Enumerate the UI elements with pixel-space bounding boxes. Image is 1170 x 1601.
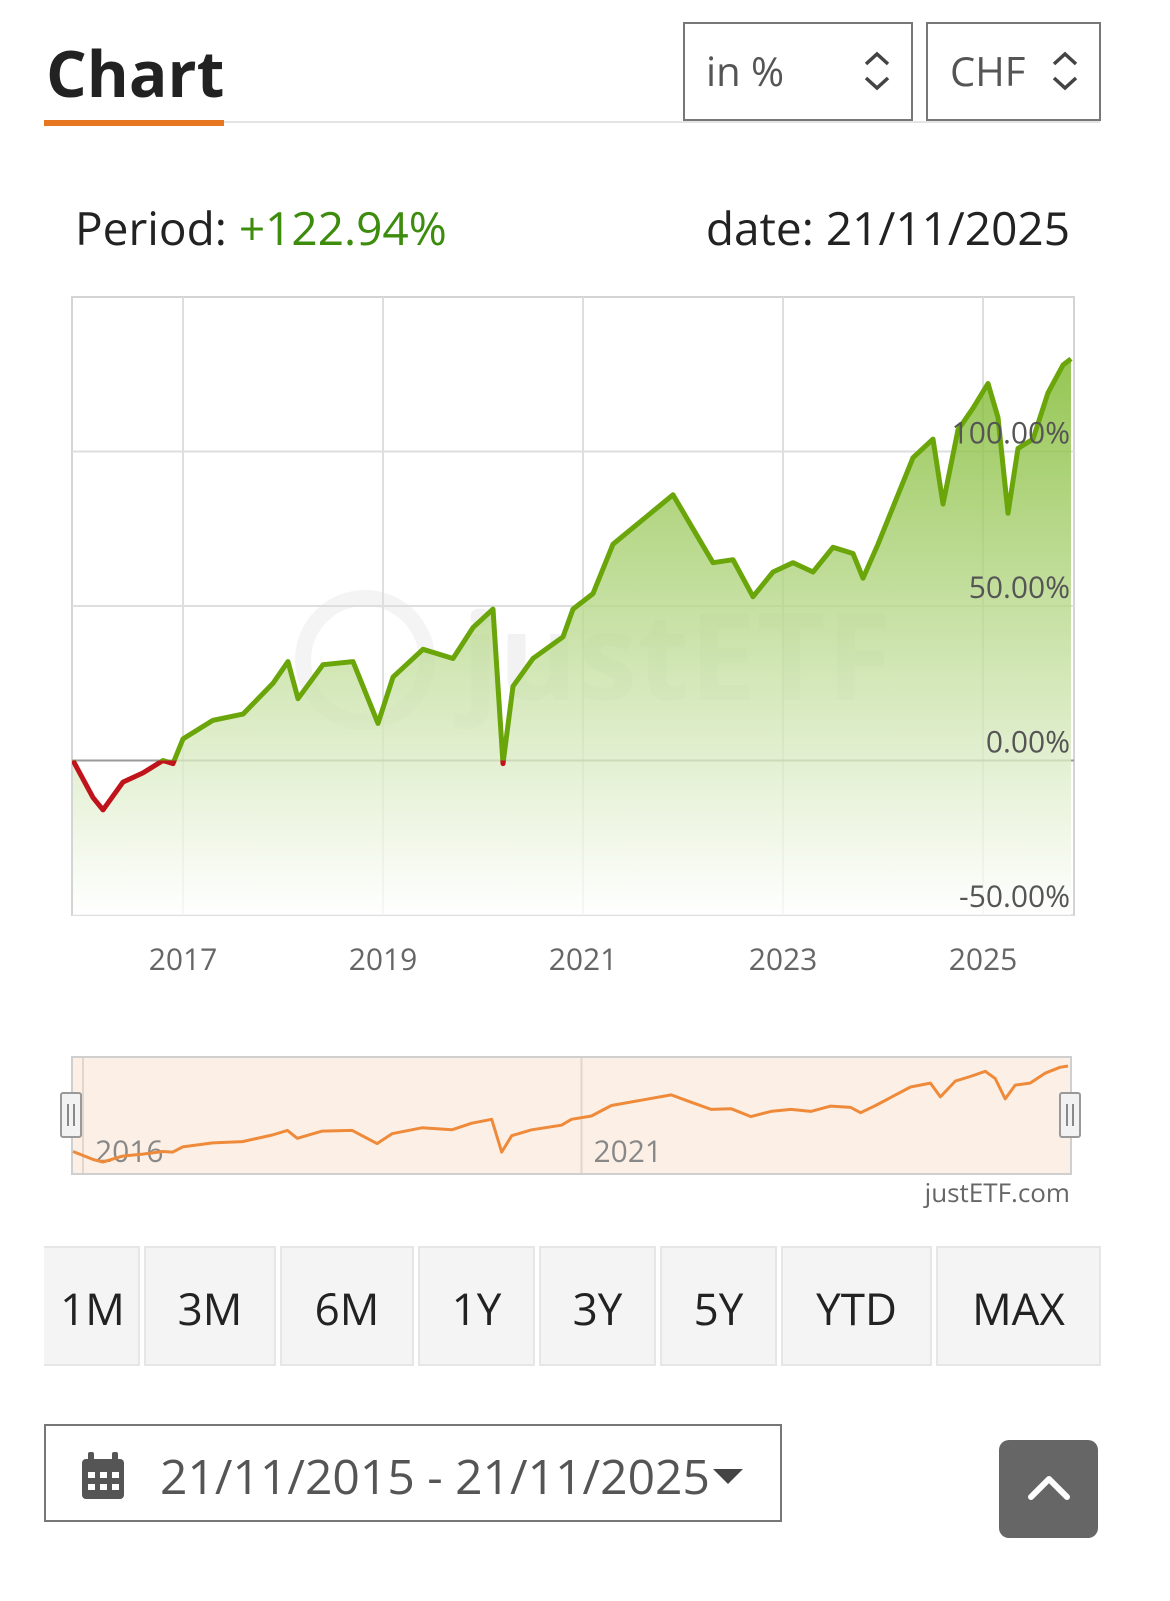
range-button[interactable]: 5Y bbox=[660, 1246, 777, 1366]
handle-grip bbox=[1066, 1104, 1074, 1126]
y-tick-label: 0.00% bbox=[986, 721, 1070, 762]
date-value: 21/11/2025 bbox=[826, 197, 1070, 259]
handle-grip bbox=[67, 1104, 75, 1126]
select-chevron bbox=[1052, 51, 1078, 91]
navigator: 2016 2021 bbox=[72, 1058, 1069, 1173]
navigator-line bbox=[72, 1064, 1069, 1164]
button-bg[interactable] bbox=[18, 1246, 140, 1366]
up-arrow bbox=[1028, 1476, 1070, 1500]
range-button[interactable]: 3Y bbox=[539, 1246, 656, 1366]
range-button[interactable]: YTD bbox=[781, 1246, 932, 1366]
price-line bbox=[72, 356, 1073, 813]
navigator-frame bbox=[71, 1056, 1072, 1175]
range-button[interactable]: 3M bbox=[144, 1246, 276, 1366]
y-tick-label: 50.00% bbox=[969, 566, 1070, 607]
y-tick-label: 100.00% bbox=[952, 412, 1070, 453]
summary-line: Period: +122.94% bbox=[75, 197, 447, 259]
axes: 2017 2019 2021 2023 2025 -50.00% 0.00% 50.00% 10… bbox=[149, 412, 1070, 980]
button-bg[interactable] bbox=[660, 1246, 777, 1366]
button-label[interactable]: MAX bbox=[972, 1278, 1065, 1338]
button-label[interactable]: 5Y bbox=[694, 1278, 744, 1338]
handle[interactable] bbox=[60, 1092, 82, 1138]
select-box[interactable] bbox=[683, 22, 913, 121]
button-bg[interactable] bbox=[999, 1440, 1098, 1538]
y-tick-label: -50.00% bbox=[959, 875, 1070, 916]
select-text[interactable]: in % bbox=[706, 43, 784, 98]
range-button[interactable]: 1M bbox=[18, 1246, 140, 1366]
button-label[interactable]: 6M bbox=[315, 1278, 380, 1338]
navigator-handle-right[interactable] bbox=[1059, 1092, 1081, 1138]
range-button[interactable]: 1Y bbox=[418, 1246, 535, 1366]
title-underline bbox=[44, 120, 224, 126]
range-button[interactable]: MAX bbox=[936, 1246, 1101, 1366]
select-box[interactable] bbox=[926, 22, 1101, 121]
picker-box[interactable] bbox=[44, 1424, 782, 1522]
button-bg[interactable] bbox=[936, 1246, 1101, 1366]
plot-area bbox=[72, 356, 1073, 915]
currency-select[interactable]: CHF bbox=[926, 22, 1101, 121]
navigator-tick-label: 2021 bbox=[593, 1130, 662, 1171]
select-text[interactable]: CHF bbox=[950, 43, 1025, 98]
button-bg[interactable] bbox=[781, 1246, 932, 1366]
navigator-handle-left[interactable] bbox=[60, 1092, 82, 1138]
dropdown-caret bbox=[713, 1469, 743, 1484]
area-fill bbox=[73, 358, 1071, 915]
button-bg[interactable] bbox=[418, 1246, 535, 1366]
scroll-top-button[interactable] bbox=[999, 1440, 1098, 1538]
select-chevron bbox=[864, 51, 890, 91]
button-label[interactable]: 3Y bbox=[573, 1278, 623, 1338]
button-label[interactable]: 3M bbox=[178, 1278, 243, 1338]
navigator-tick-label: 2016 bbox=[95, 1130, 164, 1171]
calendar-icon bbox=[82, 1452, 124, 1499]
button-label[interactable]: YTD bbox=[816, 1278, 897, 1338]
button-bg[interactable] bbox=[144, 1246, 276, 1366]
date-range-text[interactable]: 21/11/2015 - 21/11/2025 bbox=[160, 1444, 710, 1509]
range-button[interactable]: 6M bbox=[280, 1246, 414, 1366]
x-tick-label: 2025 bbox=[949, 938, 1018, 979]
date-label: date: bbox=[706, 197, 814, 259]
x-tick-label: 2023 bbox=[749, 938, 818, 979]
period-value: +122.94% bbox=[239, 197, 447, 259]
x-tick-label: 2019 bbox=[349, 938, 418, 979]
button-bg[interactable] bbox=[539, 1246, 656, 1366]
x-tick-label: 2021 bbox=[549, 938, 618, 979]
source-credit: justETF.com bbox=[923, 1174, 1070, 1210]
x-tick-label: 2017 bbox=[149, 938, 218, 979]
button-bg[interactable] bbox=[280, 1246, 414, 1366]
button-label[interactable]: 1M bbox=[60, 1278, 125, 1338]
handle[interactable] bbox=[1059, 1092, 1081, 1138]
page-title: Chart bbox=[46, 29, 224, 116]
date-range-picker[interactable]: 21/11/2015 - 21/11/2025 bbox=[44, 1424, 782, 1522]
date-line: date: 21/11/2025 bbox=[706, 197, 1070, 259]
range-buttons: 1M 3M 6M 1Y 3Y 5Y YTD MAX bbox=[18, 1246, 1101, 1366]
unit-select[interactable]: in % bbox=[683, 22, 913, 121]
button-label[interactable]: 1Y bbox=[452, 1278, 502, 1338]
period-label: Period: bbox=[75, 197, 227, 259]
